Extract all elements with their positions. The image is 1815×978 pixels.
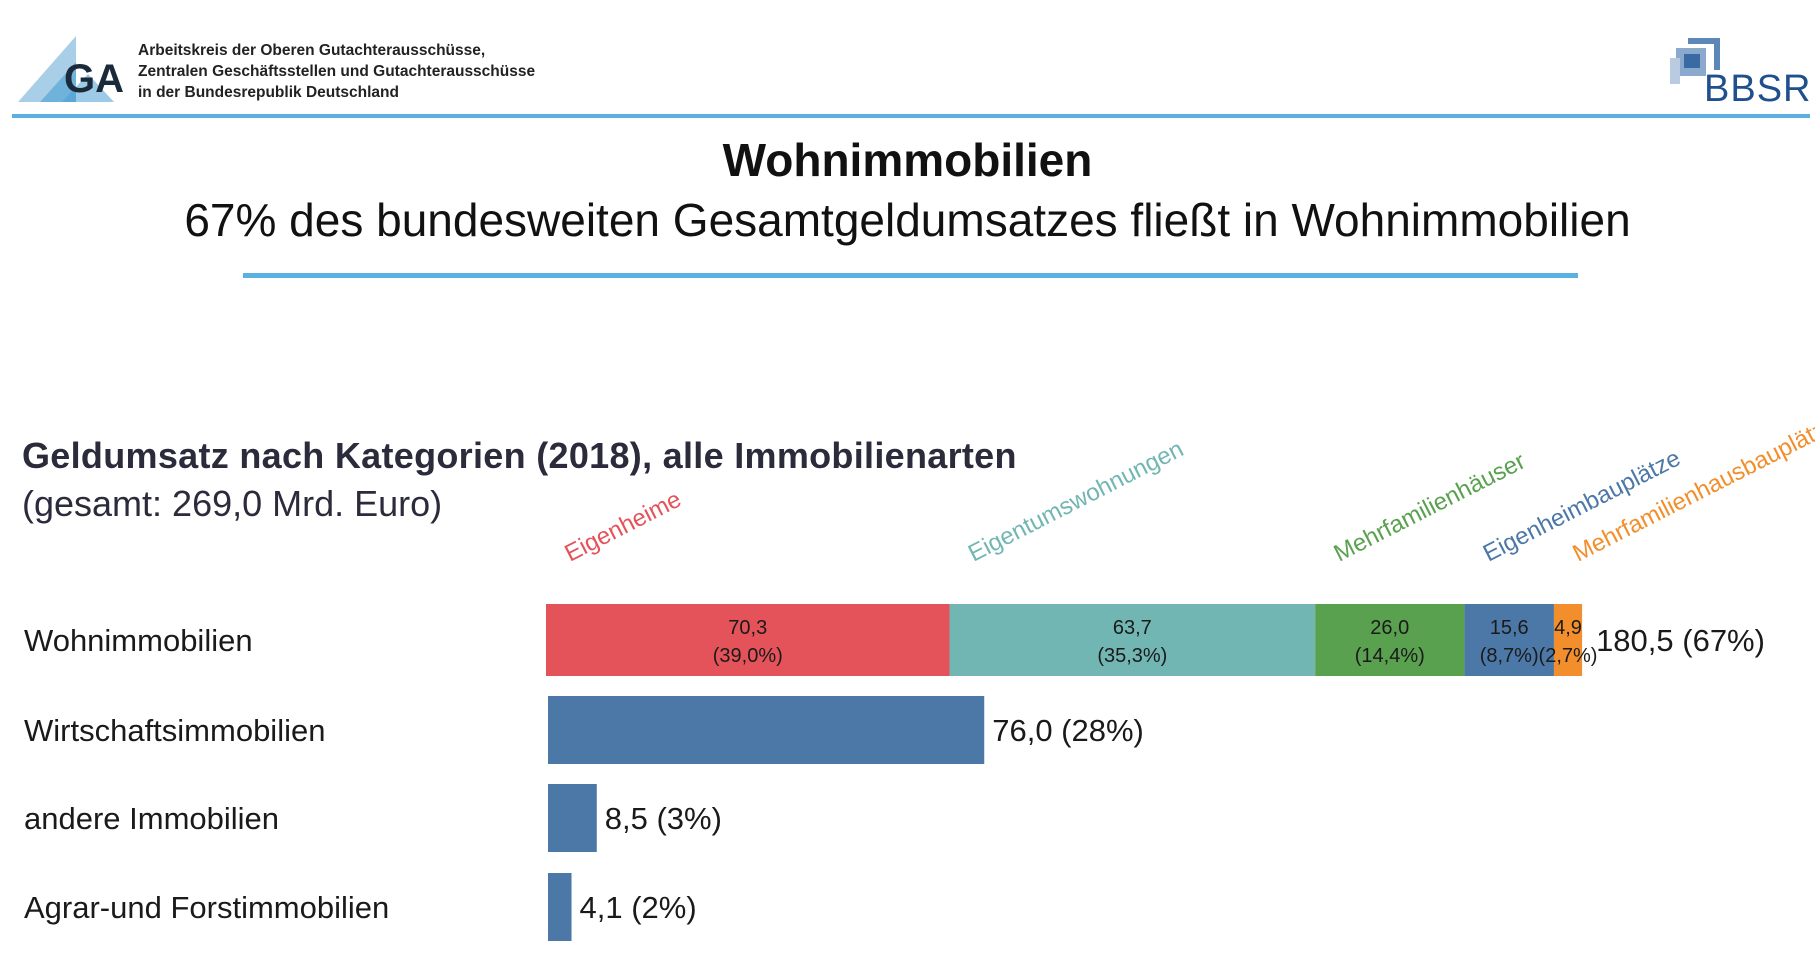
page-title: Wohnimmobilien <box>722 134 1093 186</box>
segment-value-label: 70,3 <box>728 617 767 639</box>
org-line-3: in der Bundesrepublik Deutschland <box>138 84 399 101</box>
segment-share-label: (14,4%) <box>1355 645 1425 667</box>
stacked-bar-segment <box>1464 604 1554 676</box>
bar <box>548 873 572 941</box>
stacked-bar-segment <box>1315 604 1465 676</box>
segment-value-label: 4,9 <box>1554 617 1582 639</box>
segment-value-label: 63,7 <box>1113 617 1152 639</box>
segment-share-label: (8,7%) <box>1480 645 1539 667</box>
title-divider <box>243 273 1578 278</box>
category-label: Agrar-und Forstimmobilien <box>24 890 389 925</box>
stacked-bar-segment <box>546 604 950 676</box>
bar-value-label: 8,5 (3%) <box>605 801 722 836</box>
segment-share-label: (35,3%) <box>1097 645 1167 667</box>
bar-value-label: 4,1 (2%) <box>580 890 697 925</box>
header-divider <box>12 114 1810 118</box>
segment-share-label: (2,7%) <box>1539 645 1598 667</box>
organization-name: Arbeitskreis der Oberen Gutachterausschü… <box>138 40 535 103</box>
bar-value-label: 76,0 (28%) <box>992 713 1144 748</box>
segment-value-label: 15,6 <box>1490 617 1529 639</box>
stacked-bar-segment <box>1553 604 1583 676</box>
header: GA Arbeitskreis der Oberen Gutachterauss… <box>0 0 1815 122</box>
stacked-bar-segment <box>949 604 1316 676</box>
segment-legend-label: Eigenheime <box>560 486 685 568</box>
ga-logo-text: GA <box>64 57 124 101</box>
chart-subtitle: (gesamt: 269,0 Mrd. Euro) <box>22 483 443 524</box>
category-label: Wohnimmobilien <box>24 623 253 658</box>
chart-title: Geldumsatz nach Kategorien (2018), alle … <box>22 435 1017 476</box>
bar <box>548 696 985 764</box>
org-line-2: Zentralen Geschäftsstellen und Gutachter… <box>138 63 536 80</box>
segment-legend-label: Eigentumswohnungen <box>964 435 1188 567</box>
page-subtitle: 67% des bundesweiten Gesamtgeldumsatzes … <box>184 194 1631 246</box>
bar <box>548 784 597 852</box>
ga-logo: GA <box>18 36 124 102</box>
bbsr-logo-text: BBSR <box>1704 68 1812 110</box>
bar-value-label: 180,5 (67%) <box>1596 623 1765 658</box>
segment-share-label: (39,0%) <box>713 645 783 667</box>
org-line-1: Arbeitskreis der Oberen Gutachterausschü… <box>138 42 486 59</box>
category-label: andere Immobilien <box>24 801 279 836</box>
bbsr-logo-mark <box>1670 38 1720 84</box>
category-label: Wirtschaftsimmobilien <box>24 713 325 748</box>
segment-value-label: 26,0 <box>1370 617 1409 639</box>
